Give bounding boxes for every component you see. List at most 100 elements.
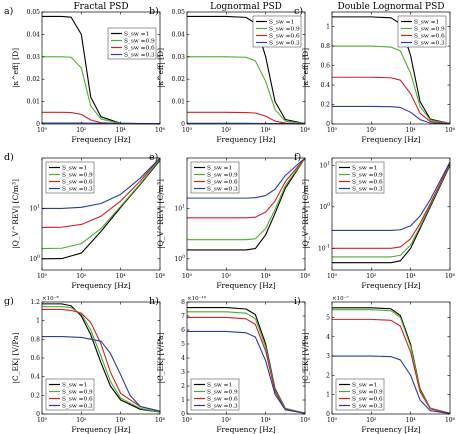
- y-tick-label: 3: [326, 353, 330, 360]
- x-axis-label: Frequency [Hz]: [71, 425, 130, 434]
- legend-entry-2: S_sw =0.9: [62, 390, 93, 396]
- series-line-4: [42, 157, 161, 209]
- y-tick-label: 2: [326, 372, 330, 379]
- panel-letter: g): [4, 296, 14, 307]
- x-tick-label: 10⁴: [261, 273, 272, 280]
- series-line-2: [41, 158, 161, 250]
- plot-frame: [331, 157, 451, 271]
- y-axis-label: |Q_V^REV| [C/m³]: [11, 179, 20, 249]
- x-tick-label: 10⁶: [300, 127, 311, 134]
- panel-a: 10⁰ 10² 10⁴ 10⁶ Frequency [Hz] 0 0.01 0.02 0.03 0…: [4, 2, 166, 144]
- y-tick-label: 0.01: [172, 99, 185, 106]
- x-tick-label: 10⁶: [155, 417, 166, 424]
- x-tick-label: 10⁰: [182, 417, 193, 424]
- legend-entry-4: S_sw =0.3: [207, 187, 238, 193]
- legend-entry-2: S_sw =0.9: [269, 27, 300, 33]
- y-axis-multiplier: ×10⁻¹⁰: [187, 295, 207, 302]
- x-tick-label: 10⁰: [327, 417, 338, 424]
- y-tick-label: 3: [181, 369, 185, 376]
- panel-letter: d): [4, 152, 14, 163]
- panel-letter: c): [294, 6, 303, 17]
- legend-entry-3: S_sw =0.6: [352, 397, 383, 403]
- x-tick-label: 10⁶: [155, 273, 166, 280]
- legend: S_sw =1S_sw =0.9S_sw =0.6S_sw =0.3: [190, 378, 240, 411]
- y-tick-label: 0.05: [27, 9, 41, 16]
- x-tick-label: 10⁴: [406, 417, 417, 424]
- y-tick-label: 6: [181, 327, 185, 334]
- x-tick-label: 10⁰: [37, 127, 48, 134]
- panel-letter: e): [149, 152, 158, 163]
- y-axis-label: |κ^eff| [D]: [156, 48, 165, 88]
- y-tick-label: 101: [319, 160, 330, 169]
- legend-entry-1: S_sw =1: [269, 20, 294, 26]
- series-line-3: [332, 163, 451, 249]
- legend: S_sw =1S_sw =0.9S_sw =0.6S_sw =0.3: [397, 15, 447, 48]
- y-tick-label: 0.2: [320, 102, 330, 109]
- panel-title: Lognormal PSD: [210, 2, 282, 12]
- series-line-3: [187, 316, 306, 414]
- legend-entry-4: S_sw =0.3: [269, 41, 300, 47]
- legend-entry-1: S_sw =1: [207, 166, 232, 172]
- series-line-2: [187, 157, 306, 241]
- series-line-2: [42, 306, 161, 413]
- legend-entry-4: S_sw =0.3: [352, 404, 383, 410]
- legend-entry-4: S_sw =0.3: [62, 187, 93, 193]
- y-tick-label: 4: [326, 334, 330, 341]
- legend-entry-3: S_sw =0.6: [62, 180, 93, 186]
- panel-letter: f): [294, 152, 301, 163]
- y-tick-label: 101: [29, 203, 40, 212]
- y-tick-label: 2: [181, 383, 185, 390]
- legend-entry-3: S_sw =0.6: [352, 180, 383, 186]
- y-tick-label: 0.8: [30, 336, 40, 343]
- legend: S_sw =1S_sw =0.9S_sw =0.6S_sw =0.3: [335, 161, 385, 194]
- y-tick-label: 10-1: [318, 243, 330, 252]
- legend: S_sw =1S_sw =0.9S_sw =0.6S_sw =0.3: [45, 161, 95, 194]
- x-tick-label: 10⁶: [445, 417, 456, 424]
- legend-entry-2: S_sw =0.9: [62, 173, 93, 179]
- y-tick-label: 0.2: [30, 392, 40, 399]
- series-group: [42, 303, 161, 413]
- y-tick-exponent: 0: [182, 254, 185, 260]
- legend-entry-3: S_sw =0.6: [62, 397, 93, 403]
- y-tick-label: 101: [174, 203, 185, 212]
- panel-letter: b): [149, 6, 159, 17]
- series-line-3: [41, 157, 161, 228]
- series-line-1: [187, 157, 306, 251]
- series-line-4: [187, 157, 306, 199]
- legend-entry-4: S_sw =0.3: [207, 404, 238, 410]
- y-tick-label: 0.05: [172, 9, 186, 16]
- plot-frame: [331, 11, 451, 125]
- y-tick-exponent: 0: [37, 254, 40, 260]
- x-axis-label: Frequency [Hz]: [361, 281, 420, 290]
- panel-h: 10⁰ 10² 10⁴ 10⁶ Frequency [Hz] 0 1 2 3 4 5 6 7 8 ×10⁻¹…: [149, 295, 311, 434]
- y-tick-label: 100: [29, 254, 40, 263]
- legend: S_sw =1S_sw =0.9S_sw =0.6S_sw =0.3: [252, 15, 302, 48]
- series-group: [187, 307, 306, 414]
- series-line-2: [332, 45, 451, 125]
- x-axis-label: Frequency [Hz]: [71, 135, 130, 144]
- y-tick-label: 4: [181, 355, 185, 362]
- series-line-3: [332, 318, 451, 414]
- legend-entry-4: S_sw =0.3: [352, 187, 383, 193]
- series-line-4: [332, 355, 451, 415]
- legend-entry-2: S_sw =0.9: [414, 27, 445, 33]
- legend-entry-1: S_sw =1: [352, 383, 377, 389]
- legend-entry-3: S_sw =0.6: [414, 34, 445, 40]
- y-tick-exponent: 1: [182, 203, 185, 209]
- x-tick-label: 10⁰: [182, 273, 193, 280]
- y-tick-label: 0: [36, 411, 40, 418]
- y-tick-exponent: 1: [327, 160, 330, 166]
- plot-frame: [41, 11, 161, 125]
- panel-g: 10⁰ 10² 10⁴ 10⁶ Frequency [Hz] 0 0.2 0.4 0.6 0.8 1…: [4, 295, 166, 434]
- y-tick-label: 100: [319, 202, 330, 211]
- legend-entry-4: S_sw =0.3: [124, 53, 155, 59]
- legend: S_sw =1S_sw =0.9S_sw =0.6S_sw =0.3: [335, 378, 385, 411]
- x-axis-label: Frequency [Hz]: [71, 281, 130, 290]
- legend-entry-2: S_sw =0.9: [352, 173, 383, 179]
- y-tick-label: 1: [326, 392, 330, 399]
- legend-entry-3: S_sw =0.6: [124, 46, 155, 52]
- legend-entry-2: S_sw =0.9: [207, 173, 238, 179]
- x-tick-label: 10²: [366, 273, 377, 280]
- series-group: [332, 16, 451, 125]
